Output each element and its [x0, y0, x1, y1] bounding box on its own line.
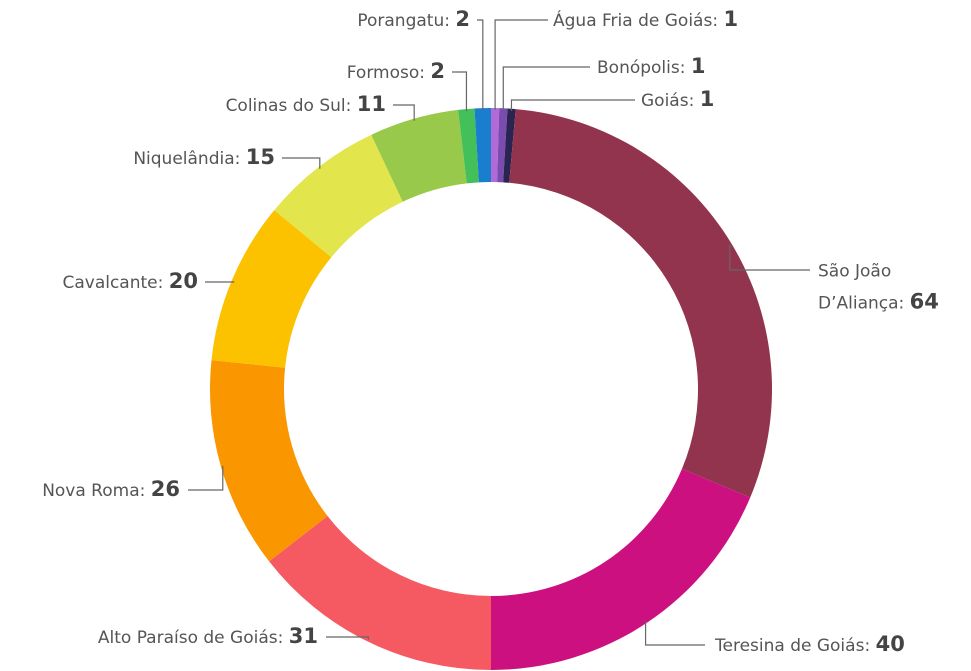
leader-line [729, 244, 810, 271]
donut-slice [491, 108, 500, 183]
leader-line [188, 465, 224, 491]
slice-name: Formoso [347, 63, 431, 83]
donut-slice [509, 109, 772, 498]
donut-slice [274, 134, 403, 258]
leader-line [282, 157, 321, 169]
slice-name: Colinas do Sul [226, 96, 357, 116]
slice-label: Niquelândia15 [133, 142, 275, 174]
donut-slice [474, 108, 491, 183]
slice-label: Alto Paraíso de Goiás31 [98, 621, 318, 653]
slice-value: 40 [875, 632, 905, 656]
slice-label: Nova Roma26 [42, 474, 180, 506]
slice-value: 1 [699, 87, 715, 111]
slice-value: 64 [909, 289, 939, 314]
slice-name: Cavalcante [62, 273, 168, 293]
slice-value: 15 [245, 145, 275, 169]
slice-name: Alto Paraíso de Goiás [98, 628, 289, 648]
slice-label: Cavalcante20 [62, 266, 198, 298]
donut-slice [269, 516, 491, 670]
slice-name: Niquelândia [133, 149, 245, 169]
slice-value: 11 [356, 92, 386, 116]
slice-value: 31 [288, 624, 318, 648]
slice-label: Formoso2 [347, 56, 445, 88]
leader-line [502, 66, 590, 111]
slice-name: Goiás [641, 91, 700, 111]
leader-line [393, 104, 415, 121]
slice-name: São João D’Aliança [818, 261, 910, 313]
slice-name: Teresina de Goiás [715, 636, 876, 656]
leader-line [452, 71, 468, 112]
donut-slice [210, 360, 328, 562]
leader-line [644, 621, 705, 646]
donut-slice [371, 109, 467, 202]
leader-line [326, 636, 369, 640]
slice-label: Colinas do Sul11 [226, 89, 386, 121]
slice-name: Porangatu [357, 11, 455, 31]
slice-label: Teresina de Goiás40 [715, 629, 905, 661]
slice-value: 26 [150, 477, 180, 501]
slice-label: Porangatu2 [357, 4, 470, 36]
slice-label: Água Fria de Goiás1 [553, 4, 738, 36]
leader-line [510, 99, 635, 111]
donut-slice [211, 210, 332, 368]
slice-value: 20 [168, 269, 198, 293]
leader-line [494, 19, 548, 111]
leader-line [477, 19, 484, 111]
leader-line [205, 281, 235, 283]
slice-name: Água Fria de Goiás [553, 11, 723, 31]
slice-name: Bonópolis [597, 58, 691, 78]
donut-slice [503, 108, 516, 183]
slice-value: 2 [455, 7, 470, 31]
donut-slice [458, 108, 479, 184]
slice-name: Nova Roma [42, 481, 151, 501]
slice-label: São João D’Aliança64 [818, 256, 948, 318]
slice-label: Bonópolis1 [597, 51, 706, 83]
slice-value: 1 [723, 7, 739, 31]
slice-value: 2 [430, 59, 445, 83]
donut-slice [497, 108, 508, 183]
slice-label: Goiás1 [641, 84, 714, 116]
donut-slice [491, 468, 751, 670]
slice-value: 1 [690, 54, 706, 78]
